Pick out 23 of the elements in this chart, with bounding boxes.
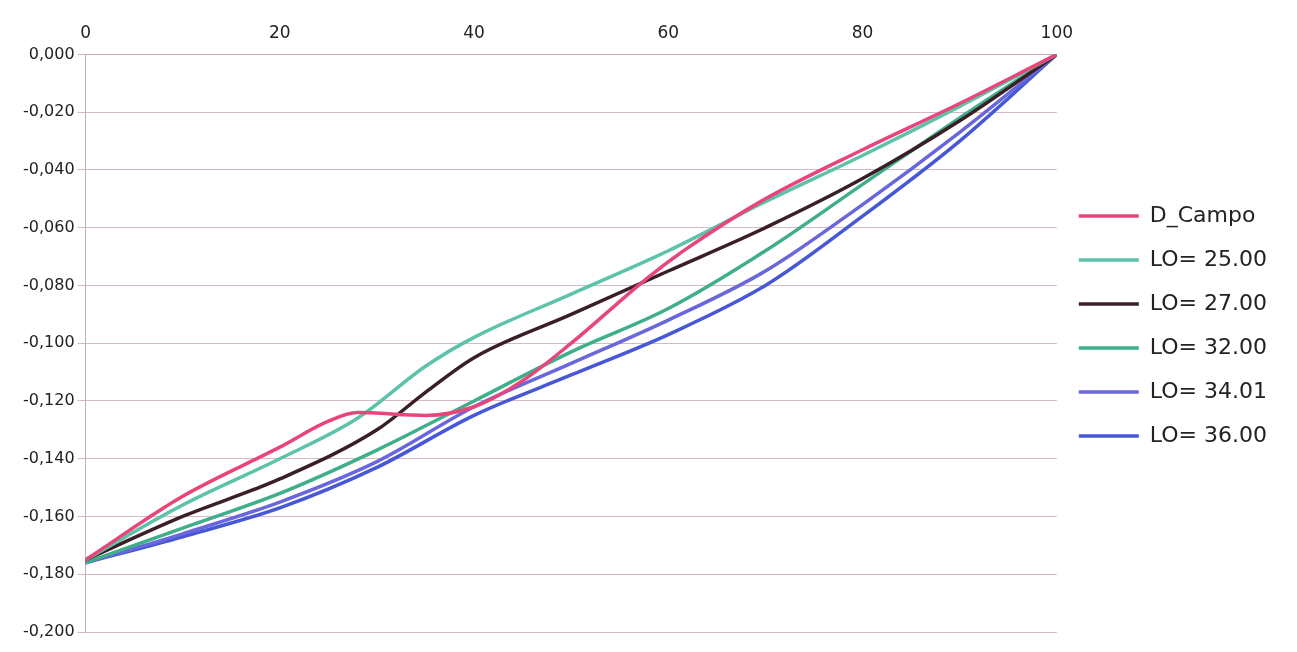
legend-label: LO= 32.00 <box>1149 333 1268 359</box>
y-tick-label: -0,180 <box>23 563 75 583</box>
y-tick-label: -0,080 <box>23 274 75 294</box>
x-tick-label: 40 <box>463 21 485 42</box>
legend-label: LO= 34.01 <box>1149 377 1268 403</box>
x-tick-label: 20 <box>269 21 291 42</box>
x-tick-label: 60 <box>657 21 680 42</box>
legend-label: D_Campo <box>1149 201 1256 228</box>
x-tick-label: 80 <box>851 21 874 42</box>
legend-label: LO= 36.00 <box>1149 421 1268 447</box>
legend-label: LO= 27.00 <box>1149 289 1268 315</box>
y-tick-label: -0,060 <box>23 216 75 236</box>
y-tick-label: 0,000 <box>28 43 75 63</box>
y-tick-label: -0,040 <box>23 159 75 179</box>
x-tick-label: 100 <box>1040 21 1074 42</box>
legend-label: LO= 25.00 <box>1149 245 1268 271</box>
y-tick-label: -0,140 <box>23 447 75 467</box>
y-tick-label: -0,100 <box>23 332 75 352</box>
y-tick-label: -0,120 <box>23 390 75 410</box>
y-tick-label: -0,160 <box>23 505 75 525</box>
x-tick-label: 0 <box>80 21 91 42</box>
y-tick-label: -0,200 <box>23 621 75 641</box>
y-tick-label: -0,020 <box>23 101 75 121</box>
